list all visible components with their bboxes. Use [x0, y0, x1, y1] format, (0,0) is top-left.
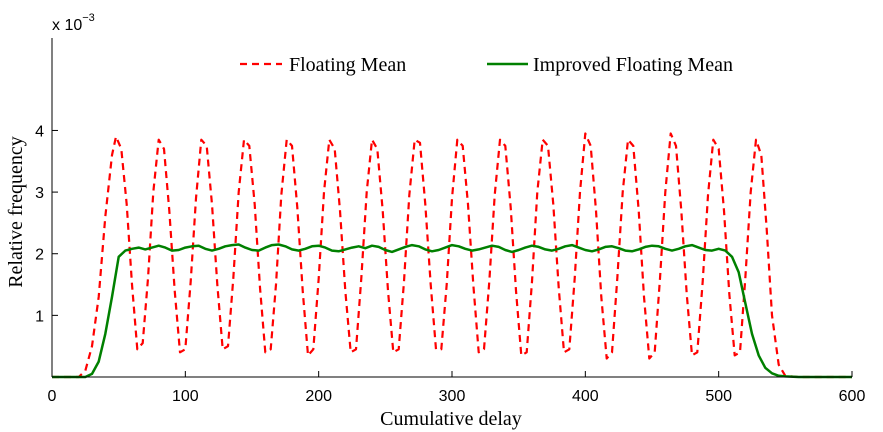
legend: Floating Mean Improved Floating Mean	[240, 54, 733, 76]
x-tick-label: 400	[572, 388, 599, 405]
y-tick-label: 4	[35, 123, 44, 140]
x-tick-label: 0	[48, 388, 57, 405]
legend-label-improved-floating-mean: Improved Floating Mean	[533, 54, 733, 76]
x-tick-label: 300	[439, 388, 466, 405]
legend-label-floating-mean: Floating Mean	[289, 54, 406, 76]
y-tick-label: 3	[35, 185, 44, 202]
x-tick-label: 100	[172, 388, 199, 405]
x-tick-label: 600	[839, 388, 866, 405]
plot-area	[52, 132, 852, 379]
y-multiplier-exponent: −3	[82, 12, 95, 24]
x-tick-label: 200	[305, 388, 332, 405]
y-tick-label: 1	[35, 308, 44, 325]
y-multiplier: x 10−3	[52, 12, 95, 34]
x-axis-title: Cumulative delay	[380, 408, 522, 430]
y-multiplier-base: x 10	[52, 17, 82, 34]
y-tick-label: 2	[35, 247, 44, 264]
axes: 0 100 200 300 400 500 600 1 2 3 4	[35, 38, 865, 405]
y-axis-title: Relative frequency	[5, 136, 27, 288]
x-tick-label: 500	[705, 388, 732, 405]
series-line-1	[52, 243, 852, 379]
